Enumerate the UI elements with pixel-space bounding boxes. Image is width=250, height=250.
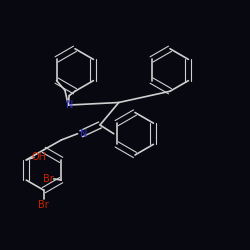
Text: N: N: [66, 100, 73, 110]
Text: N: N: [80, 129, 88, 139]
Text: Br: Br: [38, 200, 49, 210]
Text: Br: Br: [43, 174, 54, 184]
Text: OH: OH: [31, 152, 46, 162]
